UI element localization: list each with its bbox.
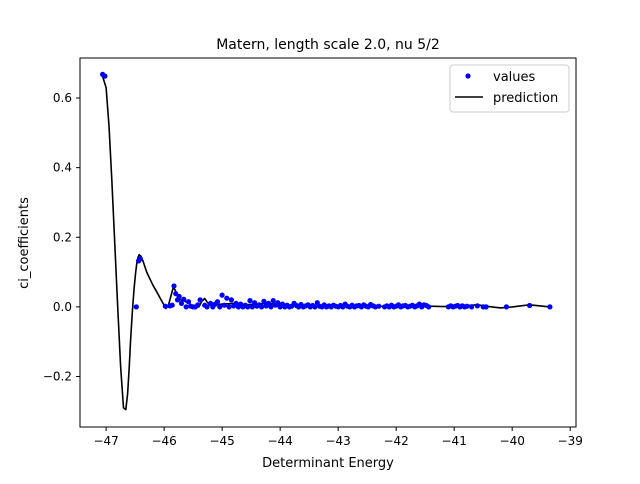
value-point (181, 296, 187, 302)
y-tick-label: 0.2 (53, 230, 72, 244)
value-point (171, 283, 177, 289)
value-point (464, 303, 470, 309)
value-point (195, 302, 201, 308)
value-point (197, 297, 203, 303)
value-point (376, 303, 382, 309)
x-tick-label: −42 (383, 434, 408, 448)
value-point (102, 73, 108, 79)
x-tick-label: −44 (267, 434, 292, 448)
x-axis-label: Determinant Energy (262, 456, 394, 471)
legend-box (449, 64, 570, 113)
value-point (483, 304, 489, 310)
legend-values-label: values (493, 70, 536, 85)
value-point (183, 304, 189, 310)
value-point (270, 298, 276, 304)
y-tick-label: −0.2 (43, 370, 72, 384)
value-point (178, 300, 185, 306)
x-tick-label: −46 (151, 434, 176, 448)
value-point (217, 304, 223, 310)
value-point (204, 304, 210, 310)
value-point (137, 256, 143, 262)
y-axis: −0.2 0.0 0.2 0.4 0.6 (43, 91, 80, 384)
value-point (474, 303, 480, 309)
value-point (261, 298, 267, 304)
value-point (185, 299, 192, 305)
legend-values-marker (465, 73, 471, 79)
x-tick-label: −40 (500, 434, 525, 448)
value-point (547, 304, 553, 310)
y-tick-label: 0.4 (53, 161, 72, 175)
y-tick-label: 0.0 (53, 300, 72, 314)
value-point (176, 293, 182, 300)
value-point (245, 304, 251, 310)
x-tick-label: −45 (209, 434, 234, 448)
value-point (133, 304, 139, 310)
value-point (247, 298, 253, 304)
value-point (228, 297, 234, 303)
value-point (219, 292, 225, 298)
value-point (214, 299, 221, 305)
plot-area (100, 71, 553, 411)
x-tick-label: −39 (558, 434, 583, 448)
value-point (275, 300, 281, 306)
value-point (221, 302, 227, 308)
value-point (259, 304, 265, 310)
value-point (173, 291, 179, 297)
value-point (169, 302, 175, 308)
x-tick-label: −43 (325, 434, 350, 448)
value-point (268, 304, 274, 310)
value-point (162, 303, 168, 309)
x-tick-label: −41 (442, 434, 467, 448)
value-point (224, 295, 230, 301)
value-point (503, 304, 509, 310)
axes-frame (79, 57, 577, 428)
value-point (312, 304, 318, 310)
value-point (226, 304, 232, 310)
value-point (249, 304, 255, 310)
legend: values prediction (449, 64, 570, 113)
legend-prediction-label: prediction (493, 91, 558, 106)
chart-title: Matern, length scale 2.0, nu 5/2 (216, 37, 440, 53)
prediction-line (101, 74, 550, 411)
value-point (527, 302, 533, 309)
y-axis-label: ci_coefficients (17, 197, 32, 289)
x-tick-label: −47 (93, 434, 118, 448)
value-point (426, 304, 432, 310)
y-tick-label: 0.6 (53, 91, 72, 105)
x-axis: −47 −46 −45 −44 −43 −42 −41 −40 −39 (93, 427, 583, 448)
value-point (469, 304, 475, 310)
